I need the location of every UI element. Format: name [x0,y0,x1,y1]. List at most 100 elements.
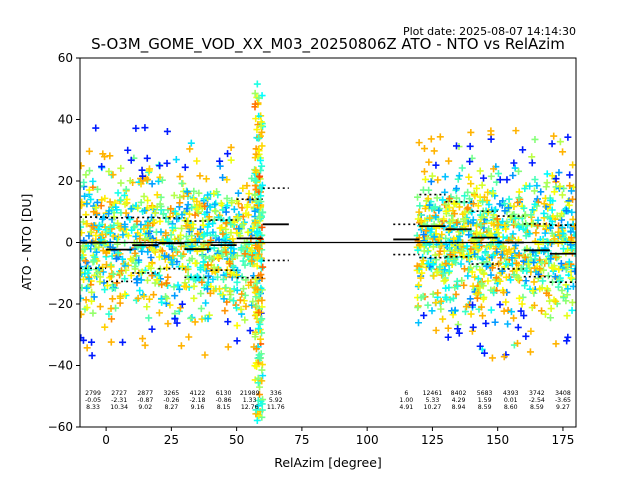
scatter-point [173,215,181,223]
x-tick-label: 175 [551,433,574,447]
scatter-point [172,156,180,164]
scatter-point [530,259,538,267]
scatter-point [568,244,576,252]
scatter-point [256,383,264,391]
scatter-point [535,270,543,278]
scatter-point [254,397,262,405]
scatter-point [201,210,209,218]
scatter-point [80,178,88,186]
scatter-point [519,146,527,154]
scatter-point [182,283,190,291]
scatter-point [450,210,458,218]
scatter-point [258,181,266,189]
scatter-point [198,278,206,286]
scatter-point [442,260,450,268]
scatter-point [436,235,444,243]
bin-std-label: 8.27 [164,404,178,411]
scatter-point [439,269,447,277]
scatter-point [552,253,560,261]
scatter-point [478,254,486,262]
scatter-point [106,223,114,231]
scatter-point [444,324,452,332]
scatter-point [417,274,425,282]
scatter-point [136,287,144,295]
scatter-point [210,190,218,198]
scatter-point [508,234,516,242]
scatter-point [240,285,248,293]
scatter-point [168,245,176,253]
scatter-point [425,260,433,268]
scatter-point [546,314,554,322]
scatter-point [82,171,90,179]
scatter-point [564,198,572,206]
scatter-point [182,233,190,241]
scatter-point [502,260,510,268]
scatter-point [552,297,560,305]
scatter-point [430,233,438,241]
scatter-point [252,177,260,185]
scatter-point [514,323,522,331]
scatter-point [223,176,231,184]
scatter-point [92,203,100,211]
scatter-point [436,133,444,141]
scatter-point [442,284,450,292]
scatter-point [141,235,149,243]
y-tick-label: 60 [58,51,73,65]
scatter-point [528,153,536,161]
scatter-point [462,303,470,311]
scatter-point [453,194,461,202]
scatter-point [540,209,548,217]
scatter-point [202,299,210,307]
scatter-point [128,256,136,264]
scatter-point [114,219,122,227]
scatter-point [469,323,477,331]
scatter-point [424,301,432,309]
scatter-point [209,275,217,283]
scatter-point [512,220,520,228]
scatter-point [187,314,195,322]
scatter-point [556,182,564,190]
scatter-point [122,185,130,193]
scatter-point [515,251,523,259]
scatter-point [492,274,500,282]
scatter-point [164,273,172,281]
scatter-point [488,354,496,362]
scatter-point [141,207,149,215]
scatter-point [556,212,564,220]
scatter-point [566,171,574,179]
scatter-point [455,329,463,337]
scatter-point [450,249,458,257]
scatter-point [569,195,576,203]
scatter-point [504,320,512,328]
scatter-point [509,171,517,179]
scatter-point [178,300,186,308]
scatter-point [258,128,266,136]
scatter-point [255,147,263,155]
scatter-point [496,176,504,184]
scatter-point [510,271,518,279]
scatter-point [185,228,193,236]
bin-count-label: 3408 [555,390,571,397]
scatter-point [93,248,101,256]
y-axis-label: ATO - NTO [DU] [19,194,34,291]
scatter-point [496,277,504,285]
scatter-point [478,280,486,288]
scatter-point [241,250,249,258]
bin-count-label: 3265 [163,390,179,397]
scatter-point [126,215,134,223]
scatter-point [252,302,260,310]
scatter-point [134,294,142,302]
scatter-point [514,273,522,281]
scatter-point [454,175,462,183]
scatter-point [254,254,262,262]
scatter-point [162,293,170,301]
scatter-point [532,229,540,237]
scatter-point [256,156,264,164]
scatter-point [253,229,261,237]
scatter-point [183,188,191,196]
scatter-point [526,182,534,190]
scatter-point [427,255,435,263]
scatter-point [195,189,203,197]
scatter-point [543,170,551,178]
scatter-point [476,229,484,237]
